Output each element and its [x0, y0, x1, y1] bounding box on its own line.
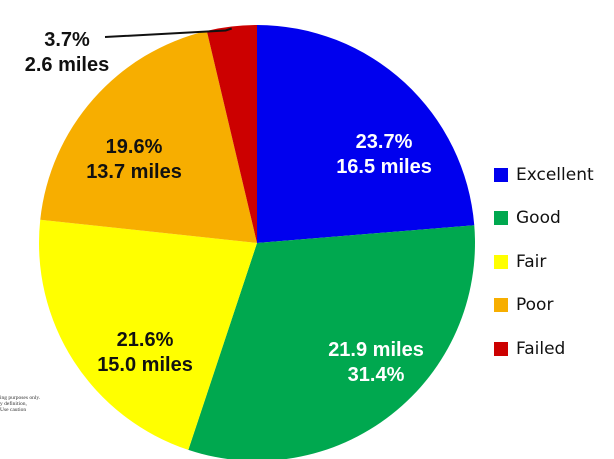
legend-swatch-fair [494, 254, 508, 269]
legend-label-fair: Fair [516, 251, 547, 272]
slice-label-good: 21.9 miles 31.4% [328, 339, 424, 386]
leader-line-failed [104, 27, 233, 38]
legend-item-fair: Fair [494, 251, 594, 272]
legend-item-failed: Failed [494, 338, 594, 359]
pie-slice-excellent [257, 25, 475, 243]
footnote-line: ing purposes only. [0, 395, 41, 401]
slice-label-failed: 3.7% 2.6 miles [25, 29, 110, 76]
pie-slice-failed [206, 25, 257, 243]
slice-label-excellent: 23.7% 16.5 miles [336, 131, 432, 178]
legend-label-failed: Failed [516, 338, 566, 359]
legend-item-excellent: Excellent [494, 164, 594, 185]
legend-swatch-poor [494, 298, 508, 312]
slice-label-fair: 21.6% 15.0 miles [97, 329, 193, 376]
legend-swatch-failed [494, 341, 508, 356]
footnote: ing purposes only. y definition, Use cau… [0, 395, 70, 413]
slice-label-poor: 19.6% 13.7 miles [86, 136, 182, 183]
legend-swatch-excellent [494, 167, 508, 182]
legend-label-poor: Poor [516, 295, 554, 315]
legend-item-good: Good [494, 208, 594, 229]
legend: Excellent Good Fair Poor Failed [494, 164, 594, 382]
pie-slice-fair [38, 219, 258, 450]
legend-item-poor: Poor [494, 295, 594, 316]
legend-label-good: Good [516, 208, 561, 228]
legend-swatch-good [494, 211, 508, 225]
pie-slice-poor [40, 30, 257, 243]
pie-slice-good [188, 225, 475, 459]
footnote-line: Use caution [0, 407, 27, 413]
legend-label-excellent: Excellent [516, 164, 594, 185]
footnote-line: y definition, [0, 401, 27, 407]
